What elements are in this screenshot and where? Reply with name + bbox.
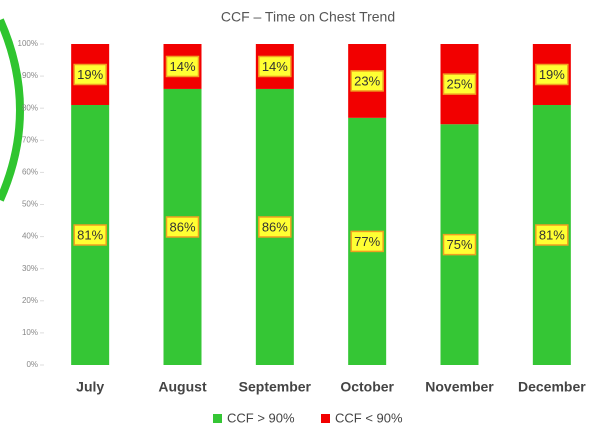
x-tick-label: November [425,379,494,395]
data-label: 19% [539,67,565,82]
data-label: 75% [446,237,472,252]
data-label: 86% [169,219,195,234]
y-tick-label: 10% [22,328,38,337]
y-tick-label: 80% [22,103,38,112]
legend-swatch [213,414,222,423]
legend-swatch [321,414,330,423]
data-label-box [535,224,569,246]
data-label-box [73,63,107,86]
chart-title: CCF – Time on Chest Trend [221,9,395,25]
y-tick-label: 50% [22,200,38,209]
data-label: 77% [354,234,380,249]
data-label: 14% [169,59,195,74]
data-label: 81% [539,227,565,242]
data-label-box [258,55,292,78]
x-tick-label: December [518,379,586,395]
data-label-box [165,216,200,238]
y-tick-label: 40% [22,232,38,241]
y-tick-label: 90% [22,71,38,80]
data-label-box [535,63,569,86]
y-tick-label: 70% [22,135,38,144]
legend-label: CCF > 90% [227,410,295,425]
y-tick-label: 20% [22,296,38,305]
y-tick-label: 30% [22,264,38,273]
x-tick-label: September [239,379,312,395]
y-tick-label: 0% [26,360,38,369]
x-tick-label: October [340,379,394,395]
legend-label: CCF < 90% [335,410,403,425]
data-label: 19% [77,67,103,82]
data-label: 25% [446,77,472,92]
x-tick-label: August [158,379,207,395]
x-tick-label: July [76,379,104,395]
data-label: 23% [354,73,380,88]
data-label-box [165,55,200,78]
data-label: 81% [77,227,103,242]
data-label-box [350,70,384,92]
data-label-box [442,73,477,95]
decor-arc [0,18,24,202]
data-label-box [258,216,292,238]
data-label: 14% [262,59,288,74]
data-label-box [73,224,107,246]
data-label-box [350,230,384,253]
data-label-box [442,233,477,256]
y-tick-label: 100% [18,39,38,48]
data-label: 86% [262,219,288,234]
y-tick-label: 60% [22,168,38,177]
